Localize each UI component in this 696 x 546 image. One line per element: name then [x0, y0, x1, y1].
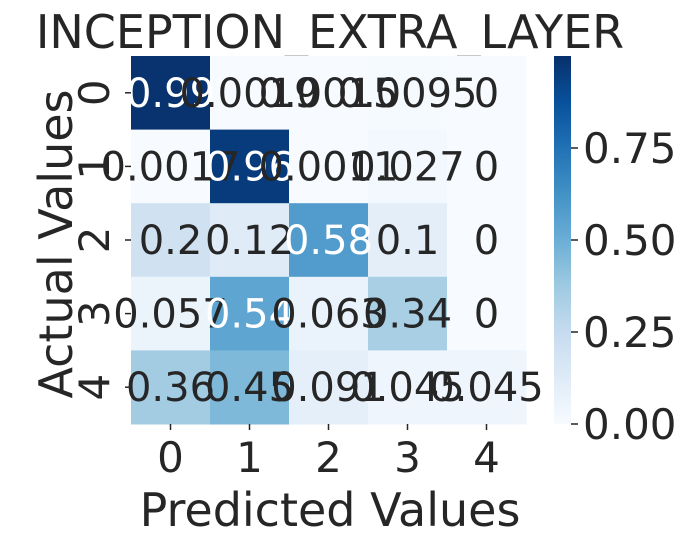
heatmap-cell: [131, 350, 211, 425]
cell-value-label: 0: [474, 292, 499, 338]
heatmap-cell: [368, 203, 448, 278]
heatmap-cell: [368, 350, 448, 425]
colorbar-tick-label: 0.25: [583, 308, 677, 357]
cell-value-label: 0: [474, 71, 499, 117]
cell-value-label: 0.1: [376, 218, 440, 264]
cell-value-label: 0.34: [363, 292, 452, 338]
cell-value-label: 0.0095: [338, 71, 478, 117]
x-tick-label: 4: [473, 433, 500, 482]
cell-value-label: 0.36: [126, 365, 215, 411]
y-tick-label: 1: [70, 153, 119, 180]
heatmap-cell: [368, 276, 448, 351]
cell-value-label: 0.045: [350, 365, 465, 411]
x-tick-label: 3: [394, 433, 421, 482]
cell-value-label: 0.99: [126, 71, 215, 117]
heatmap-cell: [131, 276, 211, 351]
cell-value-label: 0.96: [205, 144, 294, 190]
heatmap-cell: [368, 56, 448, 131]
cell-value-label: 0.057: [113, 292, 228, 338]
x-tick-label: 0: [157, 433, 184, 482]
cell-value-label: 0.091: [271, 365, 386, 411]
heatmap-cell: [289, 129, 369, 204]
heatmap-cell: [131, 56, 211, 131]
colorbar-tick-label: 0.50: [583, 216, 677, 265]
heatmap-cell: [210, 276, 290, 351]
heatmap-cell: [210, 56, 290, 131]
y-tick-label: 2: [70, 227, 119, 254]
cell-value-label: 0.2: [139, 218, 203, 264]
cell-value-label: 0.027: [350, 144, 465, 190]
heatmap-cell: [210, 129, 290, 204]
heatmap-cell: [131, 129, 211, 204]
cell-value-label: 0.063: [271, 292, 386, 338]
heatmap-cell: [447, 276, 527, 351]
heatmap-cell: [289, 276, 369, 351]
heatmap-cell: [447, 56, 527, 131]
heatmap-cells: [131, 56, 527, 425]
colorbar-tick-label: 0.00: [583, 400, 677, 449]
y-axis-ticks: 0 1 2 3 4: [70, 79, 131, 401]
colorbar: [554, 56, 571, 424]
heatmap-cell: [210, 350, 290, 425]
heatmap-cell: [447, 203, 527, 278]
y-tick-label: 0: [70, 79, 119, 106]
y-tick-label: 4: [70, 374, 119, 401]
heatmap-cell: [368, 129, 448, 204]
cell-value-label: 0.12: [205, 218, 294, 264]
heatmap-cell: [447, 350, 527, 425]
x-axis-label: Predicted Values: [140, 483, 521, 537]
x-axis-ticks: 0 1 2 3 4: [157, 424, 500, 482]
x-tick-label: 1: [236, 433, 263, 482]
x-tick-label: 2: [315, 433, 342, 482]
heatmap-cell: [447, 129, 527, 204]
colorbar-tick-label: 0.75: [583, 124, 677, 173]
y-tick-label: 3: [70, 300, 119, 327]
heatmap-cell: [131, 203, 211, 278]
cell-value-label: 0.58: [284, 218, 373, 264]
cell-value-label: 0.0017: [101, 144, 241, 190]
heatmap-cell-labels: 0.990.00190.00150.009500.00170.960.00110…: [101, 71, 544, 411]
heatmap-cell: [289, 56, 369, 131]
cell-value-label: 0.54: [205, 292, 294, 338]
cell-value-label: 0.0011: [259, 144, 399, 190]
y-axis-label: Actual Values: [29, 89, 83, 398]
colorbar-ticks: 0.00 0.25 0.50 0.75: [571, 124, 677, 449]
cell-value-label: 0: [474, 144, 499, 190]
heatmap-cell: [210, 203, 290, 278]
heatmap-cell: [289, 203, 369, 278]
heatmap-cell: [289, 350, 369, 425]
cell-value-label: 0.0019: [180, 71, 320, 117]
chart-title: INCEPTION_EXTRA_LAYER: [36, 5, 624, 59]
cell-value-label: 0: [474, 218, 499, 264]
cell-value-label: 0.045: [429, 365, 544, 411]
cell-value-label: 0.0015: [259, 71, 399, 117]
cell-value-label: 0.45: [205, 365, 294, 411]
